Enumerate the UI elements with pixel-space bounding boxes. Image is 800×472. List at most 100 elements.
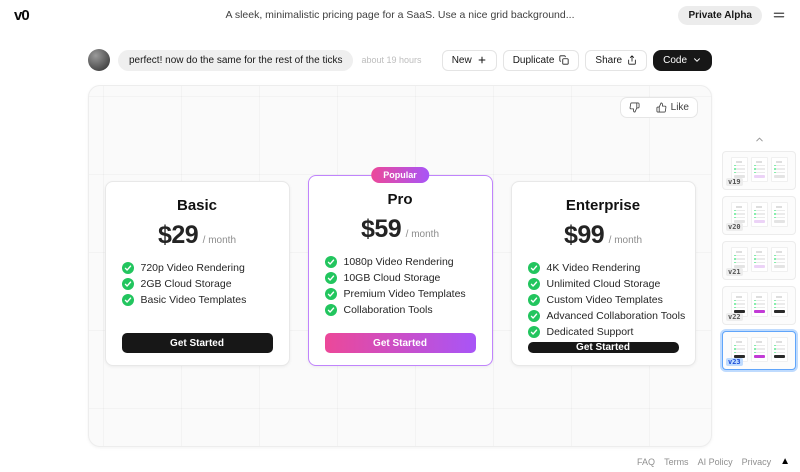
feature-list: 720p Video Rendering 2GB Cloud Storage Bas… [121, 262, 273, 310]
check-circle-icon [527, 278, 540, 290]
menu-icon[interactable] [772, 8, 786, 22]
code-button-label: Code [663, 54, 687, 66]
toolbar-actions: New Duplicate Share Code [441, 49, 712, 71]
thumbnail-preview [723, 332, 795, 362]
check-circle-icon [527, 310, 540, 322]
version-thumbnail-v23[interactable]: v23 [722, 331, 796, 370]
plan-name: Basic [176, 197, 218, 214]
footer-links: FAQ Terms AI Policy Privacy [637, 457, 771, 467]
check-circle-icon [527, 294, 540, 306]
popular-badge: Popular [371, 167, 429, 183]
version-label: v20 [726, 223, 743, 231]
duplicate-button[interactable]: Duplicate [502, 49, 580, 71]
plan-price: $59 / month [325, 215, 476, 244]
version-label: v21 [726, 268, 743, 276]
user-avatar [88, 49, 110, 71]
chevron-down-icon [694, 58, 700, 62]
duplicate-button-label: Duplicate [512, 54, 555, 66]
feature-item: Unlimited Cloud Storage [527, 278, 679, 290]
plan-price: $99 / month [528, 221, 679, 250]
feature-item: 720p Video Rendering [121, 262, 273, 274]
plan-price: $29 / month [122, 221, 273, 250]
thumbnail-preview [723, 197, 795, 227]
like-button[interactable]: Like [648, 98, 697, 117]
feature-list: 1080p Video Rendering 10GB Cloud Storage P… [324, 256, 476, 320]
feedback-controls: Like [619, 97, 698, 118]
footer-link-ai-policy[interactable]: AI Policy [697, 457, 733, 467]
feature-item: Premium Video Templates [324, 288, 476, 300]
feature-item: 10GB Cloud Storage [324, 272, 476, 284]
get-started-button-pro[interactable]: Get Started [324, 333, 476, 353]
check-circle-icon [324, 272, 337, 284]
get-started-button-enterprise[interactable]: Get Started [527, 342, 679, 353]
topbar-right: Private Alpha [678, 5, 786, 25]
check-circle-icon [527, 262, 540, 274]
private-alpha-badge: Private Alpha [678, 5, 762, 25]
message-timestamp: about 19 hours [361, 55, 422, 65]
check-circle-icon [324, 304, 337, 316]
check-circle-icon [121, 294, 134, 306]
price-amount: $29 [157, 221, 199, 249]
plan-name: Enterprise [565, 197, 641, 214]
feature-text: 720p Video Rendering [140, 262, 245, 274]
thumbnail-preview [723, 242, 795, 272]
feature-text: Unlimited Cloud Storage [546, 278, 661, 290]
get-started-button-basic[interactable]: Get Started [121, 333, 273, 353]
feature-text: Premium Video Templates [343, 288, 466, 300]
version-label: v23 [726, 358, 743, 366]
thumbs-down-icon [629, 102, 640, 113]
check-circle-icon [527, 326, 540, 338]
feature-text: Advanced Collaboration Tools [546, 310, 686, 322]
pricing-card-enterprise: Enterprise $99 / month 4K Video Rendering U… [510, 181, 696, 366]
copy-icon [559, 55, 569, 65]
pricing-cards: Basic $29 / month 720p Video Rendering 2GB … [89, 167, 711, 366]
pricing-card-basic: Basic $29 / month 720p Video Rendering 2GB … [104, 181, 290, 366]
footer: FAQ Terms AI Policy Privacy ▲ [637, 456, 790, 468]
footer-link-privacy[interactable]: Privacy [741, 457, 772, 467]
check-circle-icon [324, 256, 337, 268]
version-thumbnail-v20[interactable]: v20 [722, 196, 796, 235]
price-period: / month [608, 235, 643, 246]
version-label: v22 [726, 313, 743, 321]
vercel-logo-icon[interactable]: ▲ [780, 456, 790, 467]
thumbs-up-icon [656, 102, 666, 113]
share-button[interactable]: Share [585, 49, 648, 71]
footer-link-faq[interactable]: FAQ [637, 457, 656, 467]
feature-text: Basic Video Templates [140, 294, 247, 306]
chat-title: A sleek, minimalistic pricing page for a… [225, 9, 575, 21]
preview-canvas: Like Basic $29 / month 720p Video Renderin… [88, 85, 712, 447]
feature-item: 4K Video Rendering [527, 262, 679, 274]
feature-text: Custom Video Templates [546, 294, 663, 306]
version-thumbnail-v19[interactable]: v19 [722, 151, 796, 190]
version-list: v19 v20 v21 v22 v23 [722, 151, 796, 370]
feature-item: Advanced Collaboration Tools [527, 310, 685, 322]
price-period: / month [202, 235, 237, 246]
chat-toolbar: perfect! now do the same for the rest of… [88, 48, 712, 72]
feature-text: 10GB Cloud Storage [343, 272, 441, 284]
scroll-up-button[interactable] [722, 134, 796, 146]
feature-text: 4K Video Rendering [546, 262, 641, 274]
pricing-card-pro: Popular Pro $59 / month 1080p Video Renderi… [307, 167, 493, 366]
thumbnail-preview [723, 287, 795, 317]
feature-text: 1080p Video Rendering [343, 256, 454, 268]
price-amount: $99 [563, 221, 605, 249]
feature-text: Dedicated Support [546, 326, 634, 338]
version-thumbnail-v21[interactable]: v21 [722, 241, 796, 280]
footer-link-terms[interactable]: Terms [664, 457, 689, 467]
v0-logo[interactable]: v0 [14, 6, 30, 24]
feature-item: Custom Video Templates [527, 294, 679, 306]
feature-item: Collaboration Tools [324, 304, 476, 316]
code-button[interactable]: Code [653, 49, 712, 71]
new-button[interactable]: New [441, 49, 497, 71]
chevron-up-icon [755, 137, 763, 142]
dislike-button[interactable] [621, 98, 648, 117]
feature-text: Collaboration Tools [343, 304, 433, 316]
plus-icon [478, 56, 486, 64]
user-prompt-message: perfect! now do the same for the rest of… [118, 49, 354, 71]
feature-item: 1080p Video Rendering [324, 256, 476, 268]
feature-list: 4K Video Rendering Unlimited Cloud Storag… [527, 262, 685, 342]
check-circle-icon [121, 262, 134, 274]
new-button-label: New [451, 54, 472, 66]
version-thumbnail-v22[interactable]: v22 [722, 286, 796, 325]
